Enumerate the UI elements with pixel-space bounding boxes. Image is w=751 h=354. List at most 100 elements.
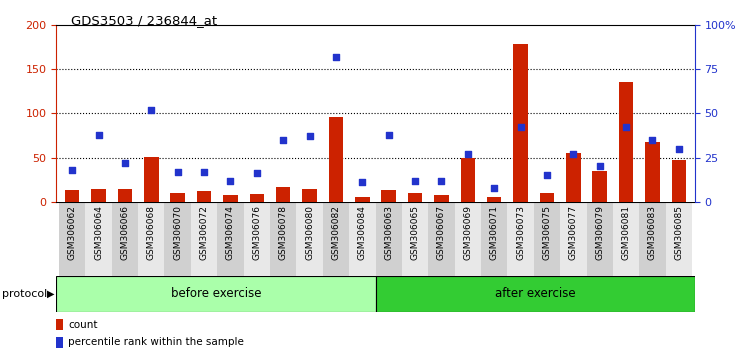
Text: GSM306079: GSM306079 — [596, 205, 605, 261]
Bar — [170, 193, 185, 202]
Bar — [382, 190, 396, 202]
Bar — [560, 202, 587, 276]
Bar — [303, 188, 317, 202]
Bar — [355, 198, 369, 202]
Bar — [270, 202, 297, 276]
Text: GSM306071: GSM306071 — [490, 205, 499, 261]
Point — [303, 133, 315, 139]
Bar — [329, 117, 343, 202]
Point — [119, 160, 131, 166]
Bar — [671, 160, 686, 202]
Text: GSM306073: GSM306073 — [516, 205, 525, 261]
Bar — [191, 202, 217, 276]
Bar — [65, 190, 80, 202]
Bar — [619, 82, 633, 202]
Text: GSM306074: GSM306074 — [226, 205, 235, 261]
Bar — [408, 193, 422, 202]
Bar — [508, 202, 534, 276]
Point — [198, 169, 210, 175]
Bar — [138, 202, 164, 276]
Text: GSM306082: GSM306082 — [331, 205, 340, 261]
Text: GSM306081: GSM306081 — [622, 205, 631, 261]
Point — [92, 132, 104, 137]
Bar — [593, 171, 607, 202]
Point — [488, 185, 500, 190]
Bar — [454, 202, 481, 276]
Point — [172, 169, 184, 175]
Bar — [86, 202, 112, 276]
Text: GSM306077: GSM306077 — [569, 205, 578, 261]
Bar — [460, 158, 475, 202]
Point — [145, 107, 157, 113]
Bar — [566, 153, 581, 202]
Text: GSM306072: GSM306072 — [200, 205, 209, 261]
Text: GSM306067: GSM306067 — [437, 205, 446, 261]
Bar — [59, 202, 86, 276]
Bar — [276, 187, 291, 202]
Text: before exercise: before exercise — [170, 287, 261, 300]
Point — [66, 167, 78, 173]
Bar — [217, 202, 243, 276]
Text: GSM306076: GSM306076 — [252, 205, 261, 261]
Text: GSM306069: GSM306069 — [463, 205, 472, 261]
Bar — [56, 276, 376, 312]
Bar — [56, 319, 63, 330]
Bar — [639, 202, 665, 276]
Point — [330, 54, 342, 59]
Point — [409, 178, 421, 183]
Bar — [243, 202, 270, 276]
Text: GSM306065: GSM306065 — [411, 205, 420, 261]
Point — [436, 178, 448, 183]
Bar — [587, 202, 613, 276]
Bar — [164, 202, 191, 276]
Point — [567, 151, 579, 157]
Point — [277, 137, 289, 143]
Bar — [92, 188, 106, 202]
Bar — [249, 194, 264, 202]
Text: GSM306084: GSM306084 — [357, 205, 366, 261]
Text: GSM306064: GSM306064 — [94, 205, 103, 261]
Text: GSM306063: GSM306063 — [385, 205, 394, 261]
Point — [383, 132, 395, 137]
Text: GSM306080: GSM306080 — [305, 205, 314, 261]
Bar — [402, 202, 428, 276]
Bar — [481, 202, 508, 276]
Text: ▶: ▶ — [47, 289, 55, 299]
Text: GSM306068: GSM306068 — [146, 205, 155, 261]
Text: GSM306070: GSM306070 — [173, 205, 182, 261]
Bar — [376, 276, 695, 312]
Bar — [645, 143, 659, 202]
Bar — [112, 202, 138, 276]
Point — [514, 125, 526, 130]
Text: GSM306085: GSM306085 — [674, 205, 683, 261]
Point — [673, 146, 685, 152]
Bar — [197, 191, 211, 202]
Bar — [144, 156, 158, 202]
Text: GSM306075: GSM306075 — [542, 205, 551, 261]
Point — [462, 151, 474, 157]
Text: GSM306078: GSM306078 — [279, 205, 288, 261]
Bar — [665, 202, 692, 276]
Bar — [223, 195, 237, 202]
Point — [541, 172, 553, 178]
Bar — [613, 202, 639, 276]
Bar — [514, 44, 528, 202]
Text: GDS3503 / 236844_at: GDS3503 / 236844_at — [71, 14, 218, 27]
Text: count: count — [68, 320, 98, 330]
Bar — [428, 202, 454, 276]
Text: percentile rank within the sample: percentile rank within the sample — [68, 337, 244, 347]
Text: protocol: protocol — [2, 289, 47, 299]
Bar — [56, 337, 63, 348]
Text: GSM306083: GSM306083 — [648, 205, 657, 261]
Bar — [323, 202, 349, 276]
Bar — [376, 202, 402, 276]
Point — [225, 178, 237, 183]
Text: GSM306062: GSM306062 — [68, 205, 77, 261]
Bar — [434, 195, 448, 202]
Point — [620, 125, 632, 130]
Bar — [540, 193, 554, 202]
Bar — [349, 202, 376, 276]
Point — [251, 171, 263, 176]
Point — [356, 179, 368, 185]
Bar — [118, 188, 132, 202]
